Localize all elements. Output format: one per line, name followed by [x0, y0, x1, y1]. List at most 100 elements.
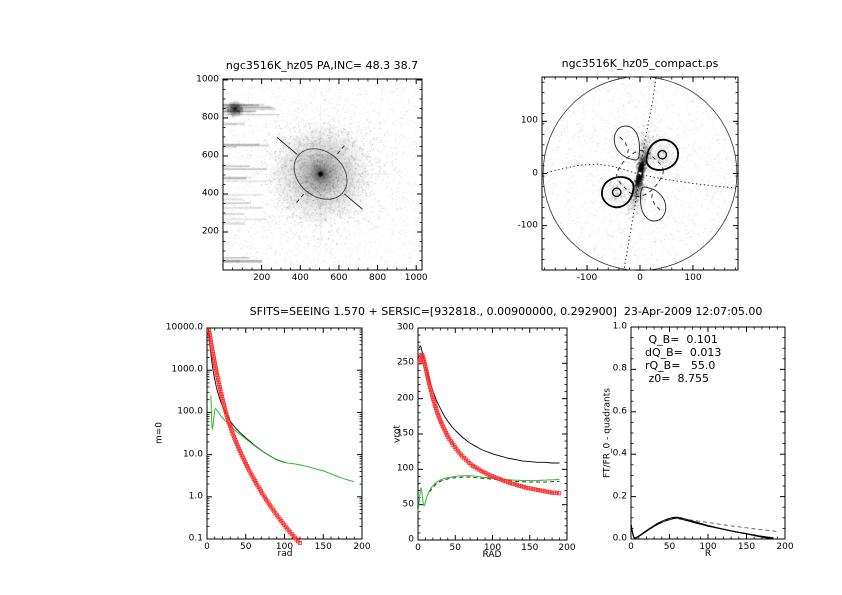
tick-label: 0.8 — [612, 363, 627, 374]
minor-axis-ray — [294, 193, 305, 206]
m0-model-marker — [220, 396, 225, 401]
vrot-model-marker — [498, 477, 503, 482]
m0-model-marker — [244, 464, 249, 469]
m0-model-marker — [242, 459, 247, 464]
m0-model-marker — [252, 478, 257, 483]
vrot-model-marker — [483, 471, 488, 476]
m0-model-marker — [216, 380, 221, 385]
vrot-model-marker — [496, 476, 501, 481]
m0-model-marker — [222, 403, 227, 408]
vrot-model-marker — [473, 465, 478, 470]
m0-model-marker — [227, 422, 232, 427]
tick-label: 1.0 — [188, 491, 203, 502]
vrot-model-marker — [443, 430, 448, 435]
tick-label: 0.1 — [188, 533, 203, 544]
vrot-model-marker — [428, 385, 433, 390]
m0-model-marker — [234, 440, 239, 445]
m0-model-marker — [231, 433, 236, 438]
vrot-model-marker — [417, 360, 422, 365]
vrot-model-marker — [423, 364, 428, 369]
vrot-model-marker — [425, 373, 430, 378]
tick-label: 10.0 — [182, 449, 203, 460]
m0-model-marker — [224, 412, 229, 417]
m0-model-marker — [208, 337, 213, 342]
m0-y-axis-label: m=0 — [154, 421, 165, 445]
vrot-y-axis-label: vrot — [392, 425, 403, 443]
vrot-model-marker — [512, 482, 517, 487]
m0-model-marker — [237, 448, 242, 453]
m0-model-marker — [214, 370, 219, 375]
vrot-model-marker — [439, 422, 444, 427]
tick-label: 0 — [532, 168, 538, 178]
vrot-model-marker — [421, 355, 426, 360]
m0-model-marker — [219, 394, 224, 399]
tick-label: 200 — [396, 393, 414, 404]
m0-model-marker — [241, 457, 246, 462]
vrot-model-marker — [517, 483, 522, 488]
tick-label: 150 — [314, 542, 332, 552]
vrot-model-marker — [519, 484, 524, 489]
tick-label: 300 — [396, 322, 414, 333]
vrot-model-marker — [479, 468, 484, 473]
vrot-model-marker — [557, 491, 562, 496]
annotation-qb: Q_B= 0.101 — [645, 333, 718, 346]
vrot-model-marker — [542, 489, 547, 494]
vrot-model-marker — [526, 486, 531, 491]
quadrant-x-axis-label: R — [704, 549, 712, 559]
fit-ellipse — [293, 148, 348, 200]
m0-model-marker — [235, 444, 240, 449]
tick-label: 200 — [201, 226, 219, 237]
tick-label: 100 — [483, 543, 502, 553]
vrot-model-marker — [436, 413, 441, 418]
tick-label: 50 — [402, 499, 414, 510]
m0-model-marker — [232, 435, 237, 440]
vrot-model-marker — [438, 419, 443, 424]
vrot-model-marker — [429, 392, 434, 397]
m0-model-marker — [250, 474, 255, 479]
vrot-model-marker — [433, 406, 438, 411]
m0-model-marker — [217, 384, 222, 389]
m0-model-marker — [209, 344, 214, 349]
vrot-model-marker — [524, 485, 529, 490]
tick-label: -100 — [517, 220, 538, 231]
tick-label: 50 — [449, 543, 461, 553]
m0-model-line — [208, 327, 301, 544]
vrot-model-marker — [545, 489, 550, 494]
vrot-model-marker — [531, 487, 536, 492]
m0-model-marker — [297, 541, 302, 546]
vrot-model-marker — [510, 481, 515, 486]
tick-label: 0 — [637, 273, 643, 283]
major-axis-ray — [344, 193, 363, 210]
vrot-model-marker — [421, 357, 426, 362]
dotted-curve-horizontal — [542, 163, 737, 189]
m0-model-marker — [212, 359, 217, 364]
tick-label: 50 — [663, 542, 676, 552]
vrot-model-marker — [492, 475, 497, 480]
galaxy-panel-frame — [222, 78, 423, 271]
vrot-model-marker — [422, 362, 427, 367]
vrot-model-marker — [422, 359, 427, 364]
m0-model-marker — [225, 415, 230, 420]
vrot-model-marker — [554, 490, 559, 495]
vrot-model-marker — [503, 479, 508, 484]
vrot-model-marker — [430, 394, 435, 399]
vrot-model-marker — [501, 478, 506, 483]
m0-model-marker — [215, 375, 220, 380]
m0-model-marker — [215, 373, 220, 378]
m0-model-marker — [233, 437, 238, 442]
fit-summary-title: SFITS=SEEING 1.570 + SERSIC=[932818., 0.… — [249, 305, 763, 318]
tick-label: 1000.0 — [171, 364, 204, 375]
m0-model-marker — [223, 410, 228, 415]
m0-model-marker — [225, 417, 230, 422]
m0-residual-curve — [210, 395, 355, 482]
m0-model-marker — [228, 426, 233, 431]
tick-label: 400 — [291, 273, 309, 283]
vrot-model-marker — [425, 376, 430, 381]
thin-contour-nw — [613, 125, 640, 161]
m0-panel-frame — [206, 327, 363, 540]
m0-model-marker — [209, 342, 214, 347]
m0-model-marker — [247, 468, 252, 473]
vrot-total-curve — [419, 345, 560, 464]
